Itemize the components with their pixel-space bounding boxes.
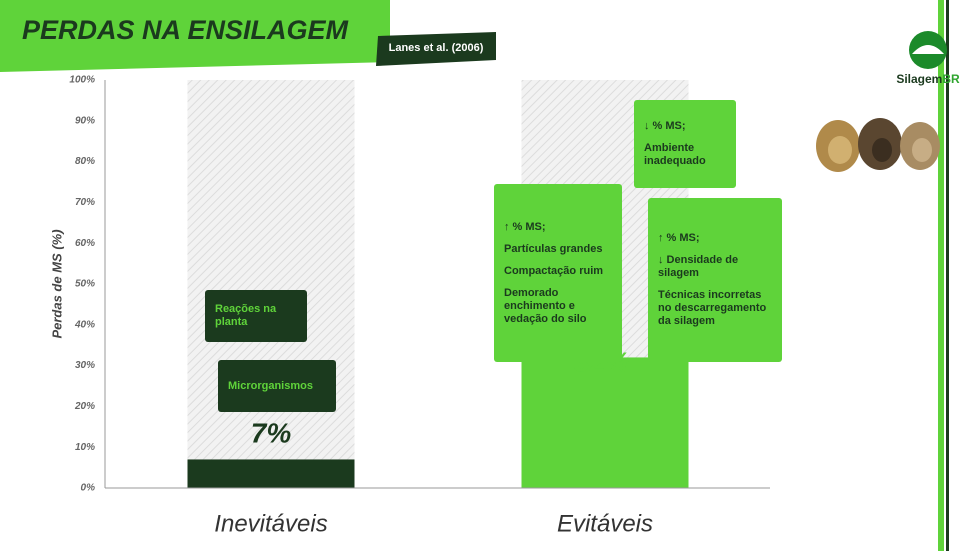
annotation-text: Microrganismos (228, 379, 313, 392)
annotation-text: Ambiente inadequado (644, 142, 706, 167)
annotation-text: Reações na planta (215, 303, 277, 328)
annotation-box: Microrganismos (218, 360, 336, 412)
source: Lanes et al. (2006) (389, 42, 484, 54)
y-tick-label: 20% (74, 401, 95, 412)
logo: SilagemBR (896, 72, 960, 86)
title: PERDAS NA ENSILAGEM (22, 15, 349, 45)
stripe (946, 0, 949, 551)
annotation-text: ↓ Densidade de silagem (658, 254, 739, 279)
bar (187, 459, 355, 488)
source-banner (376, 32, 496, 66)
y-tick-label: 80% (75, 156, 95, 167)
title-banner (0, 0, 390, 72)
y-tick-label: 50% (75, 279, 95, 290)
annotation-box: ↑ % MS; Partículas grandes Compactação rui… (494, 184, 622, 362)
y-tick-label: 70% (75, 197, 95, 208)
annotation-box: ↓ % MS; Ambiente inadequado (634, 100, 736, 188)
logo-text: Silagem (896, 72, 942, 86)
annotation-text: Técnicas incorretas no descarregamento d… (658, 289, 767, 327)
annotation-text: ↓ % MS; (644, 120, 686, 132)
y-tick-label: 100% (69, 75, 95, 86)
x-tick-label: Evitáveis (557, 510, 653, 537)
logo-icon (912, 45, 944, 54)
annotation-text: Demorado enchimento e vedação do silo (504, 286, 587, 325)
y-tick-label: 0% (81, 483, 96, 494)
y-tick-label: 30% (75, 360, 95, 371)
annotation-box: Reações na planta (205, 290, 307, 342)
annotation-text: Compactação ruim (504, 264, 604, 277)
annotation-text: Partículas grandes (504, 242, 603, 255)
silage-image (816, 118, 940, 172)
y-tick-label: 40% (74, 319, 95, 330)
logo-text: BR (942, 72, 960, 86)
y-tick-label: 60% (75, 238, 95, 249)
y-tick-label: 10% (75, 442, 95, 453)
annotation-box: ↑ % MS; ↓ Densidade de silagem Técnicas in… (648, 198, 782, 362)
stripe (938, 0, 944, 551)
y-axis-label: Perdas de MS (%) (49, 229, 64, 338)
x-tick-label: Inevitáveis (214, 510, 327, 537)
annotation-text: ↑ % MS; (658, 232, 700, 244)
bar (521, 357, 689, 488)
y-tick-label: 90% (75, 115, 95, 126)
bar-background (187, 80, 355, 488)
data-label: 7% (251, 417, 292, 448)
annotation-text: ↑ % MS; (504, 220, 546, 233)
